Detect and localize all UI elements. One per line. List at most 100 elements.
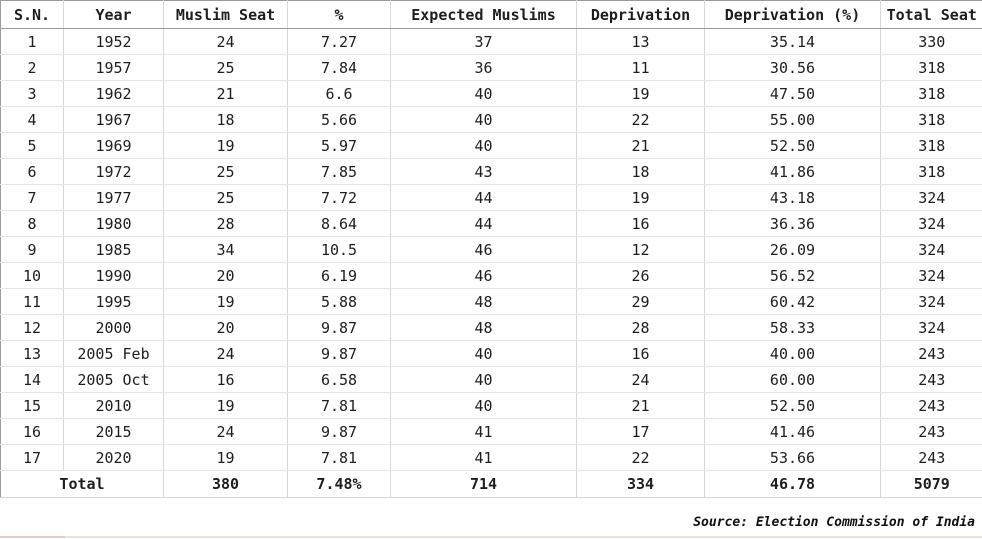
- cell-percent: 6.58: [287, 366, 391, 393]
- cell-total-seat: 243: [880, 366, 982, 393]
- cell-deprivation-pct: 35.14: [704, 28, 881, 55]
- cell-expected-muslims: 41: [390, 444, 577, 471]
- cell-sn: 8: [0, 210, 64, 237]
- cell-expected-muslims: 44: [390, 184, 577, 211]
- cell-percent: 5.88: [287, 288, 391, 315]
- table-row: 14 2005 Oct 16 6.58 40 24 60.00 243: [0, 366, 982, 393]
- total-expected-muslims: 714: [390, 470, 577, 498]
- table-body: 1 1952 24 7.27 37 13 35.14 330 2 1957 25…: [0, 28, 982, 471]
- cell-deprivation-pct: 26.09: [704, 236, 881, 263]
- cell-deprivation: 24: [576, 366, 705, 393]
- cell-muslim-seat: 25: [163, 184, 288, 211]
- cell-muslim-seat: 25: [163, 158, 288, 185]
- table-row: 12 2000 20 9.87 48 28 58.33 324: [0, 314, 982, 341]
- col-header-expected-muslims: Expected Muslims: [390, 0, 577, 29]
- cell-percent: 5.66: [287, 106, 391, 133]
- cell-total-seat: 243: [880, 444, 982, 471]
- table-row: 10 1990 20 6.19 46 26 56.52 324: [0, 262, 982, 289]
- cell-year: 2000: [63, 314, 164, 341]
- col-header-muslim-seat: Muslim Seat: [163, 0, 288, 29]
- col-header-sn: S.N.: [0, 0, 64, 29]
- cell-sn: 11: [0, 288, 64, 315]
- table-row: 11 1995 19 5.88 48 29 60.42 324: [0, 288, 982, 315]
- cell-deprivation: 18: [576, 158, 705, 185]
- cell-year: 2010: [63, 392, 164, 419]
- cell-total-seat: 318: [880, 132, 982, 159]
- cell-total-seat: 318: [880, 106, 982, 133]
- col-header-deprivation: Deprivation: [576, 0, 705, 29]
- cell-year: 1985: [63, 236, 164, 263]
- cell-deprivation-pct: 36.36: [704, 210, 881, 237]
- cell-deprivation: 21: [576, 392, 705, 419]
- table-row: 15 2010 19 7.81 40 21 52.50 243: [0, 392, 982, 419]
- table-row: 6 1972 25 7.85 43 18 41.86 318: [0, 158, 982, 185]
- total-row: Total 380 7.48% 714 334 46.78 5079: [0, 470, 982, 498]
- cell-muslim-seat: 21: [163, 80, 288, 107]
- cell-expected-muslims: 40: [390, 366, 577, 393]
- cell-total-seat: 243: [880, 340, 982, 367]
- cell-percent: 8.64: [287, 210, 391, 237]
- cell-deprivation-pct: 56.52: [704, 262, 881, 289]
- cell-deprivation: 29: [576, 288, 705, 315]
- bottom-scrollbar-track[interactable]: [0, 536, 982, 538]
- cell-deprivation: 12: [576, 236, 705, 263]
- cell-deprivation: 26: [576, 262, 705, 289]
- cell-deprivation-pct: 58.33: [704, 314, 881, 341]
- cell-muslim-seat: 19: [163, 132, 288, 159]
- cell-deprivation: 16: [576, 210, 705, 237]
- table-row: 17 2020 19 7.81 41 22 53.66 243: [0, 444, 982, 471]
- cell-sn: 16: [0, 418, 64, 445]
- cell-deprivation: 19: [576, 80, 705, 107]
- cell-expected-muslims: 40: [390, 106, 577, 133]
- cell-deprivation-pct: 52.50: [704, 392, 881, 419]
- cell-muslim-seat: 34: [163, 236, 288, 263]
- cell-percent: 7.81: [287, 392, 391, 419]
- cell-deprivation-pct: 47.50: [704, 80, 881, 107]
- cell-sn: 17: [0, 444, 64, 471]
- cell-deprivation: 11: [576, 54, 705, 81]
- cell-deprivation-pct: 52.50: [704, 132, 881, 159]
- cell-sn: 2: [0, 54, 64, 81]
- cell-deprivation-pct: 41.86: [704, 158, 881, 185]
- cell-year: 1995: [63, 288, 164, 315]
- cell-total-seat: 324: [880, 262, 982, 289]
- election-deprivation-table: S.N. Year Muslim Seat % Expected Muslims…: [0, 0, 982, 498]
- cell-deprivation-pct: 43.18: [704, 184, 881, 211]
- cell-sn: 14: [0, 366, 64, 393]
- cell-sn: 15: [0, 392, 64, 419]
- cell-percent: 9.87: [287, 418, 391, 445]
- cell-deprivation-pct: 41.46: [704, 418, 881, 445]
- cell-year: 1952: [63, 28, 164, 55]
- cell-deprivation-pct: 60.00: [704, 366, 881, 393]
- cell-total-seat: 318: [880, 54, 982, 81]
- cell-muslim-seat: 19: [163, 444, 288, 471]
- cell-muslim-seat: 20: [163, 262, 288, 289]
- cell-muslim-seat: 24: [163, 340, 288, 367]
- cell-percent: 7.85: [287, 158, 391, 185]
- cell-percent: 7.72: [287, 184, 391, 211]
- table-row: 1 1952 24 7.27 37 13 35.14 330: [0, 28, 982, 55]
- table-row: 2 1957 25 7.84 36 11 30.56 318: [0, 54, 982, 81]
- cell-expected-muslims: 40: [390, 392, 577, 419]
- table-row: 5 1969 19 5.97 40 21 52.50 318: [0, 132, 982, 159]
- cell-deprivation: 21: [576, 132, 705, 159]
- cell-muslim-seat: 18: [163, 106, 288, 133]
- cell-expected-muslims: 37: [390, 28, 577, 55]
- cell-total-seat: 318: [880, 80, 982, 107]
- cell-percent: 7.84: [287, 54, 391, 81]
- cell-muslim-seat: 25: [163, 54, 288, 81]
- total-deprivation: 334: [576, 470, 705, 498]
- cell-total-seat: 243: [880, 392, 982, 419]
- table-header: S.N. Year Muslim Seat % Expected Muslims…: [0, 0, 982, 29]
- cell-total-seat: 324: [880, 236, 982, 263]
- cell-sn: 3: [0, 80, 64, 107]
- table-row: 4 1967 18 5.66 40 22 55.00 318: [0, 106, 982, 133]
- cell-muslim-seat: 24: [163, 418, 288, 445]
- cell-deprivation: 22: [576, 444, 705, 471]
- cell-total-seat: 324: [880, 184, 982, 211]
- cell-muslim-seat: 19: [163, 392, 288, 419]
- cell-percent: 6.19: [287, 262, 391, 289]
- cell-sn: 5: [0, 132, 64, 159]
- cell-muslim-seat: 19: [163, 288, 288, 315]
- bottom-scrollbar-thumb[interactable]: [0, 536, 65, 538]
